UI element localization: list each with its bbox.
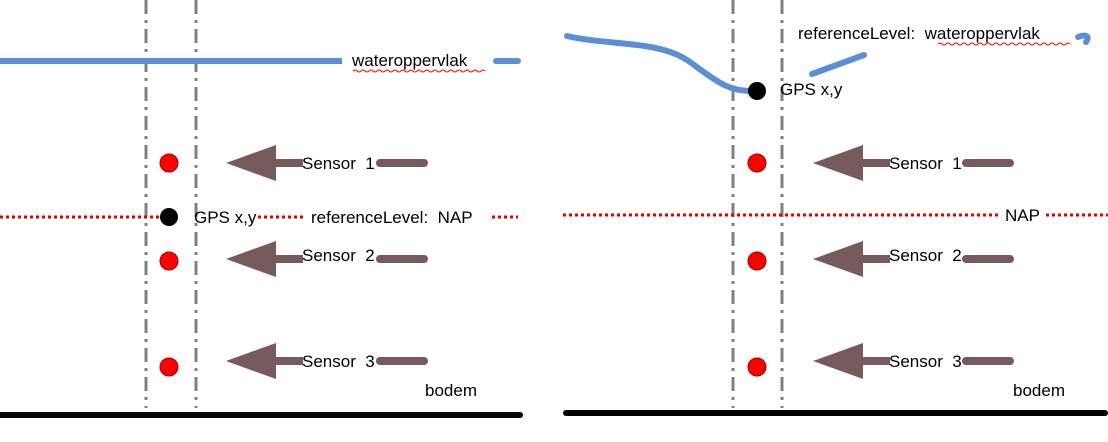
gps-point-right: [748, 82, 766, 100]
sensor-3-arrow: [226, 343, 428, 379]
bottom-label: bodem: [425, 381, 477, 400]
sensor-3-dot-right: [747, 357, 767, 377]
sensor-1-dot: [159, 153, 179, 173]
sensor-1-label: Sensor 1: [302, 154, 375, 173]
gps-label: GPS x,y: [194, 208, 257, 227]
sensor-3-arrow-right: [813, 343, 1014, 379]
water-surface-curve-rise: [809, 52, 867, 77]
spellcheck-underline: [352, 69, 486, 73]
right-panel: referenceLevel: wateroppervlak GPS x,y N…: [563, 0, 1108, 416]
sensor-3-label: Sensor 3: [302, 352, 375, 371]
sensor-1-label-right: Sensor 1: [889, 154, 962, 173]
sensor-2-dot: [159, 251, 179, 271]
gps-point: [160, 208, 178, 226]
reference-level-label: referenceLevel: NAP: [311, 208, 473, 227]
water-surface-curve: [564, 33, 759, 95]
sensor-2-arrow: [226, 241, 428, 277]
nap-label: NAP: [1005, 206, 1040, 225]
sensor-2-dot-right: [747, 251, 767, 271]
gps-label-right: GPS x,y: [780, 80, 843, 99]
water-surface-label: wateroppervlak: [351, 51, 468, 70]
bottom-label-right: bodem: [1013, 381, 1065, 400]
sensor-1-arrow-right: [813, 145, 1014, 181]
sensor-1-arrow: [226, 145, 428, 181]
sensor-1-dot-right: [747, 153, 767, 173]
water-surface-curve-end: [1075, 32, 1091, 45]
water-surface-reference-label: referenceLevel: wateroppervlak: [798, 24, 1040, 43]
sensor-2-arrow-right: [813, 241, 1014, 277]
left-panel: wateroppervlak GPS x,y referenceLevel: N…: [0, 0, 523, 418]
spellcheck-underline-right: [937, 42, 1071, 46]
sensor-3-dot: [159, 357, 179, 377]
sensor-3-label-right: Sensor 3: [889, 352, 962, 371]
sensor-2-label: Sensor 2: [302, 246, 375, 265]
sensor-2-label-right: Sensor 2: [889, 246, 962, 265]
